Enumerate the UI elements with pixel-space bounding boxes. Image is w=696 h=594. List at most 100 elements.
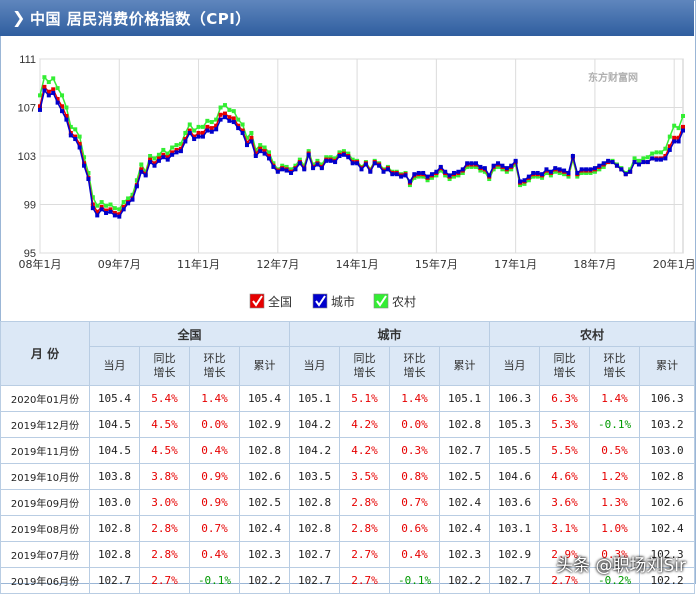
table-cell: -0.1% (589, 411, 641, 438)
data-point (148, 160, 153, 165)
data-point (606, 158, 611, 163)
data-point (152, 161, 157, 166)
data-point (636, 162, 641, 167)
data-point (187, 130, 192, 135)
data-point (412, 175, 417, 180)
data-point (60, 93, 65, 98)
table-cell: 102.6 (238, 463, 291, 490)
data-point (385, 167, 390, 172)
data-point (575, 174, 580, 179)
data-point (491, 167, 496, 172)
data-point (73, 134, 78, 139)
data-point (531, 174, 536, 179)
data-point (170, 145, 175, 150)
data-point (112, 210, 117, 215)
table-cell: 1.3% (589, 489, 641, 516)
table-cell: 102.7 (289, 567, 341, 594)
data-point (548, 169, 553, 174)
checkmark-icon (376, 295, 387, 307)
cpi-table: 月 份 全国 城市 农村 当月 同比 增长 环比 增长 累计 当月 同比 增长 环比 增长 累计 当月同… (0, 321, 696, 594)
sub-header: 环比 增长 (589, 346, 641, 386)
table-row: 2019年09月份 103.0 3.0% 0.9% 102.5 102.8 2.8% 0.7%… (0, 489, 696, 516)
data-point (474, 161, 479, 166)
data-point (509, 167, 514, 172)
data-point (139, 162, 144, 167)
data-point (293, 167, 298, 172)
table-cell: 4.2% (339, 437, 391, 464)
table-cell: 104.5 (89, 437, 140, 464)
table-cell: 103.0 (639, 437, 696, 464)
data-point (104, 208, 109, 213)
data-point (319, 162, 324, 167)
data-point (504, 166, 509, 171)
table-cell: 102.3 (238, 541, 291, 568)
data-point (55, 97, 60, 102)
data-point (566, 170, 571, 175)
table-cell: 5.1% (339, 385, 391, 412)
table-cell: 4.6% (539, 463, 591, 490)
data-point (434, 169, 439, 174)
data-point (293, 163, 298, 168)
table-cell: 5.5% (539, 437, 591, 464)
data-point (262, 151, 267, 156)
table-cell: 105.4 (89, 385, 140, 412)
data-point (482, 169, 487, 174)
data-point (126, 201, 131, 206)
month-cell: 2019年06月份 (0, 567, 90, 594)
table-cell: 1.4% (189, 385, 240, 412)
data-point (227, 107, 232, 112)
data-point (562, 172, 567, 177)
data-point (73, 127, 78, 132)
table-cell: 104.2 (289, 411, 341, 438)
table-cell: 105.4 (238, 385, 291, 412)
data-point (341, 149, 346, 154)
data-point (469, 161, 474, 166)
data-point (51, 87, 56, 92)
data-point (654, 157, 659, 162)
month-cell: 2020年01月份 (0, 385, 90, 412)
data-point (161, 147, 166, 152)
data-point (297, 157, 302, 162)
data-point (222, 115, 227, 120)
table-cell: 3.8% (139, 463, 190, 490)
group-header-urban: 城市 (289, 321, 491, 347)
data-point (478, 168, 483, 173)
data-point (117, 212, 122, 217)
data-point (311, 162, 316, 167)
data-point (311, 166, 316, 171)
data-point (275, 169, 280, 174)
table-cell: 0.7% (389, 489, 441, 516)
table-cell: 104.2 (289, 437, 341, 464)
table-row: 2019年08月份 102.8 2.8% 0.7% 102.4 102.8 2.8% 0.6%… (0, 515, 696, 542)
data-point (289, 170, 294, 175)
data-point (170, 150, 175, 155)
data-point (267, 150, 272, 155)
data-point (183, 130, 188, 135)
table-cell: 102.8 (639, 463, 696, 490)
data-point (178, 146, 183, 151)
data-point (324, 155, 329, 160)
data-point (469, 164, 474, 169)
table-cell: 4.5% (139, 437, 190, 464)
legend-label: 城市 (331, 294, 355, 309)
data-point (390, 172, 395, 177)
data-point (51, 76, 56, 81)
y-tick-label: 95 (24, 248, 36, 260)
data-point (121, 207, 126, 212)
data-point (522, 181, 527, 186)
table-cell: 3.1% (539, 515, 591, 542)
table-cell: 1.4% (589, 385, 641, 412)
data-point (214, 127, 219, 132)
data-point (258, 143, 263, 148)
data-point (465, 164, 470, 169)
data-point (628, 167, 633, 172)
data-point (438, 168, 443, 173)
table-row: 2019年12月份 104.5 4.5% 0.0% 102.9 104.2 4.2% 0.0%… (0, 411, 696, 438)
x-tick-label: 08年1月 (19, 257, 62, 271)
table-cell: 103.2 (639, 411, 696, 438)
data-point (425, 174, 430, 179)
data-point (244, 135, 249, 140)
checkmark-icon (315, 295, 326, 307)
table-cell: 0.4% (189, 437, 240, 464)
title-bar: ❯ 中国 居民消费价格指数（CPI） (0, 0, 694, 36)
